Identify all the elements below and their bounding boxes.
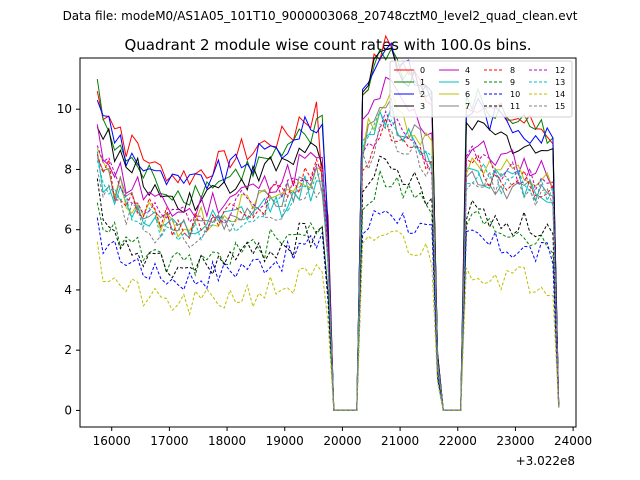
- x-tick-label: 17000: [150, 434, 188, 448]
- legend-label: 12: [555, 66, 565, 75]
- x-tick-label: 20000: [323, 434, 361, 448]
- series-line-14: [96, 230, 560, 411]
- legend-label: 8: [510, 66, 515, 75]
- x-tick-label: 24000: [554, 434, 592, 448]
- x-offset-label: +3.022e8: [516, 454, 575, 468]
- y-axis: 0 2 4 6 8 10: [57, 102, 80, 417]
- legend-label: 2: [420, 90, 425, 99]
- legend-label: 13: [555, 78, 565, 87]
- y-tick-label: 2: [64, 343, 72, 357]
- legend-label: 11: [510, 102, 520, 111]
- y-tick-label: 4: [64, 283, 72, 297]
- legend-label: 15: [555, 102, 565, 111]
- legend-label: 3: [420, 102, 425, 111]
- legend-label: 10: [510, 90, 520, 99]
- series-line-12: [96, 109, 560, 411]
- series-layer: [96, 34, 560, 411]
- x-tick-label: 19000: [266, 434, 304, 448]
- y-tick-label: 8: [64, 162, 72, 176]
- x-tick-label: 16000: [93, 434, 131, 448]
- y-tick-label: 10: [57, 102, 72, 116]
- series-line-4: [96, 76, 560, 411]
- legend-label: 6: [465, 90, 470, 99]
- x-tick-label: 21000: [381, 434, 419, 448]
- legend-label: 14: [555, 90, 565, 99]
- x-tick-label: 18000: [208, 434, 246, 448]
- figure-suptitle: Data file: modeM0/AS1A05_101T10_90000030…: [63, 9, 578, 23]
- legend-label: 4: [465, 66, 470, 75]
- legend-label: 5: [465, 78, 470, 87]
- legend-box: [389, 60, 573, 118]
- series-line-15: [96, 123, 560, 411]
- series-line-3: [96, 47, 560, 411]
- legend-label: 0: [420, 66, 425, 75]
- x-tick-label: 22000: [439, 434, 477, 448]
- series-line-11: [96, 155, 560, 411]
- x-tick-label: 23000: [496, 434, 534, 448]
- series-line-13: [96, 110, 560, 411]
- chart-title: Quadrant 2 module wise count rates with …: [124, 36, 531, 54]
- y-tick-label: 6: [64, 223, 72, 237]
- legend-label: 7: [465, 102, 470, 111]
- axes-frame: [79, 57, 577, 428]
- legend-label: 9: [510, 78, 515, 87]
- y-tick-label: 0: [64, 403, 72, 417]
- x-axis: 16000 17000 18000 19000 20000 21000 22000 23000…: [93, 427, 592, 448]
- plot-area: [79, 34, 577, 428]
- legend-label: 1: [420, 78, 425, 87]
- series-line-10: [96, 209, 560, 411]
